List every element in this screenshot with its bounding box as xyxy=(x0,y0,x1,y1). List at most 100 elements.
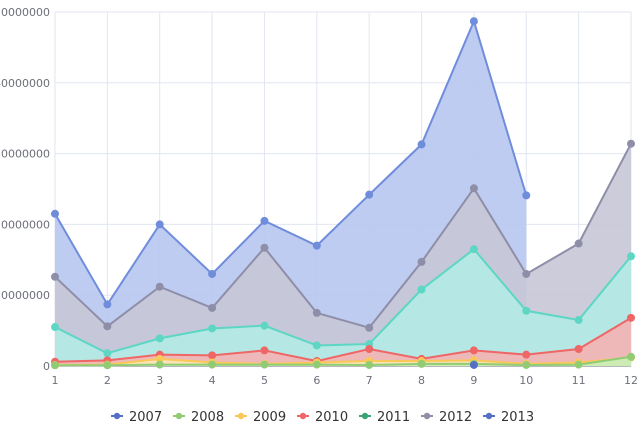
point-2011 xyxy=(103,349,112,358)
line-2009 xyxy=(54,356,632,366)
point-2011 xyxy=(469,245,478,254)
line-2013 xyxy=(54,18,528,307)
point-2010 xyxy=(574,345,583,354)
point-2012 xyxy=(208,303,217,312)
x-tick-label: 11 xyxy=(572,374,586,387)
legend-item-2010[interactable]: 2010 xyxy=(297,410,348,425)
point-2011 xyxy=(208,324,217,333)
legend-item-2008[interactable]: 2008 xyxy=(173,410,224,425)
legend-item-2009[interactable]: 2009 xyxy=(235,410,286,425)
point-2013 xyxy=(208,269,217,278)
point-2011 xyxy=(155,334,164,343)
legend-label: 2009 xyxy=(253,410,286,425)
line-2010 xyxy=(54,316,632,363)
x-tick-label: 10 xyxy=(519,374,533,387)
point-2008 xyxy=(522,360,531,369)
point-2010 xyxy=(627,313,635,322)
line-2008 xyxy=(55,355,632,367)
y-tick-label: 30000000 xyxy=(0,148,50,161)
point-2008 xyxy=(365,360,374,369)
point-2012 xyxy=(574,239,583,248)
area-2011 xyxy=(55,249,631,366)
point-2013 xyxy=(51,209,59,218)
point-2011 xyxy=(574,315,583,324)
legend-label: 2013 xyxy=(501,410,534,425)
x-tick-label: 1 xyxy=(52,374,59,387)
legend-label: 2007 xyxy=(129,410,162,425)
legend-marker xyxy=(113,412,121,420)
y-tick-label: 20000000 xyxy=(0,218,50,231)
point-2012 xyxy=(469,184,478,193)
legend-marker xyxy=(299,412,307,420)
legend-marker xyxy=(423,412,431,420)
legend-item-2012[interactable]: 2012 xyxy=(421,410,472,425)
x-tick-label: 12 xyxy=(624,374,638,387)
point-2013 xyxy=(103,300,112,309)
legend-item-2013[interactable]: 2013 xyxy=(483,410,534,425)
y-tick-label: 40000000 xyxy=(0,77,50,90)
point-2013 xyxy=(155,220,164,229)
legend-label: 2010 xyxy=(315,410,348,425)
point-2008 xyxy=(155,360,164,369)
point-2013 xyxy=(260,216,269,225)
legend-item-2007[interactable]: 2007 xyxy=(111,410,162,425)
x-tick-label: 5 xyxy=(261,374,268,387)
point-2008 xyxy=(208,360,217,369)
point-2008 xyxy=(627,352,635,361)
point-2011 xyxy=(522,306,531,315)
series-2008 xyxy=(51,352,635,370)
point-2012 xyxy=(51,272,59,281)
point-2008 xyxy=(417,359,426,368)
x-tick-label: 4 xyxy=(209,374,216,387)
point-2012 xyxy=(312,308,321,317)
point-2012 xyxy=(155,282,164,291)
x-tick-label: 7 xyxy=(366,374,373,387)
legend-marker xyxy=(361,412,369,420)
point-2012 xyxy=(417,257,426,266)
point-2011 xyxy=(51,323,59,332)
legend-marker xyxy=(237,412,245,420)
point-2012 xyxy=(627,139,635,148)
point-2008 xyxy=(103,361,112,370)
legend-label: 2011 xyxy=(377,410,410,425)
y-tick-label: 50000000 xyxy=(0,6,50,19)
legend-marker xyxy=(175,412,183,420)
point-2012 xyxy=(522,269,531,278)
legend-marker xyxy=(485,412,493,420)
legend-label: 2012 xyxy=(439,410,472,425)
point-2013 xyxy=(312,241,321,250)
x-tick-label: 6 xyxy=(313,374,320,387)
point-2012 xyxy=(260,243,269,252)
x-tick-label: 8 xyxy=(418,374,425,387)
point-2013 xyxy=(469,17,478,26)
point-2008 xyxy=(312,360,321,369)
point-2013 xyxy=(365,190,374,199)
line-2012 xyxy=(54,143,632,329)
x-tick-label: 2 xyxy=(104,374,111,387)
point-2010 xyxy=(208,351,217,360)
point-2010 xyxy=(522,350,531,359)
legend-item-2011[interactable]: 2011 xyxy=(359,410,410,425)
point-2011 xyxy=(260,321,269,330)
y-tick-label: 10000000 xyxy=(0,289,50,302)
point-2011 xyxy=(417,285,426,294)
line-2011 xyxy=(54,247,632,355)
area-2010 xyxy=(55,317,631,366)
point-2011 xyxy=(627,252,635,261)
point-2012 xyxy=(103,322,112,331)
x-tick-label: 3 xyxy=(156,374,163,387)
point-2010 xyxy=(469,346,478,355)
point-2008 xyxy=(260,360,269,369)
legend-label: 2008 xyxy=(191,410,224,425)
y-tick-label: 0 xyxy=(43,360,50,373)
point-2010 xyxy=(365,345,374,354)
point-2011 xyxy=(312,341,321,350)
x-tick-label: 9 xyxy=(470,374,477,387)
legend: 2007 2008 2009 2010 2011 2012 2013 xyxy=(111,410,534,425)
point-2007 xyxy=(469,360,478,369)
point-2008 xyxy=(574,360,583,369)
point-2008 xyxy=(51,361,59,370)
point-2010 xyxy=(260,346,269,355)
